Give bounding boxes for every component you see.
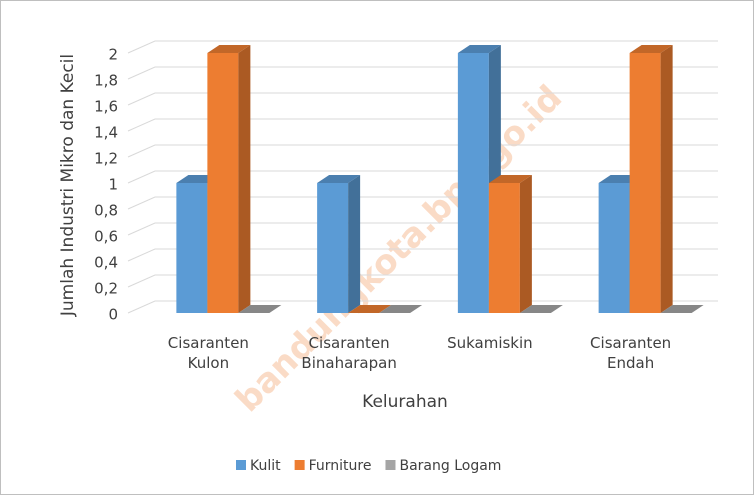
bar-top xyxy=(238,305,282,313)
bar-front xyxy=(629,53,661,313)
bar xyxy=(519,305,563,313)
bar-front xyxy=(207,53,239,313)
bar-top xyxy=(317,175,361,183)
grid-line xyxy=(127,118,718,132)
y-tick-label: 0,8 xyxy=(94,202,118,220)
y-tick-label: 0,4 xyxy=(94,254,118,272)
bar-top xyxy=(660,305,704,313)
x-tick-label: Cisaranten Binaharapan xyxy=(301,334,397,372)
bar-top xyxy=(629,45,673,53)
x-tick-label: Cisaranten Kulon xyxy=(167,334,249,372)
bar xyxy=(488,175,532,313)
bar xyxy=(379,305,423,313)
legend-label: Furniture xyxy=(309,458,372,474)
y-tick-label: 0,6 xyxy=(94,228,118,246)
y-tick-label: 1,4 xyxy=(94,124,118,142)
bar-top xyxy=(379,305,423,313)
y-tick-label: 1,2 xyxy=(94,150,118,168)
bar xyxy=(207,45,251,313)
legend-label: Barang Logam xyxy=(399,458,501,474)
y-tick-label: 2 xyxy=(108,46,118,64)
grid-line xyxy=(127,92,718,106)
grid-line xyxy=(127,66,718,80)
bar-front xyxy=(598,183,630,313)
y-tick-label: 1,6 xyxy=(94,98,118,116)
x-axis-title: Kelurahan xyxy=(362,392,448,412)
bar-top xyxy=(457,45,501,53)
bar-top xyxy=(519,305,563,313)
legend-swatch xyxy=(294,460,305,470)
bar-top xyxy=(488,175,532,183)
y-tick-label: 1,8 xyxy=(94,72,118,90)
y-axis-title: Jumlah Industri Mikro dan Kecil xyxy=(58,54,78,317)
bar-top xyxy=(207,45,251,53)
bar xyxy=(629,45,673,313)
bar-side xyxy=(660,45,673,313)
y-tick-label: 0 xyxy=(108,306,118,324)
legend-swatch xyxy=(385,460,396,470)
bar-side xyxy=(348,175,361,313)
bar-front xyxy=(317,183,349,313)
y-tick-label: 1 xyxy=(108,176,118,194)
legend-label: Kulit xyxy=(250,458,281,474)
grid-line xyxy=(127,40,718,54)
y-tick-label: 0,2 xyxy=(94,280,118,298)
bar-front xyxy=(457,53,489,313)
grid-line xyxy=(127,144,718,158)
bar xyxy=(238,305,282,313)
bar xyxy=(317,175,361,313)
bar-side xyxy=(519,175,532,313)
bar-side xyxy=(238,45,251,313)
bar-top xyxy=(348,305,392,313)
grid-line xyxy=(127,170,718,184)
x-tick-label: Cisaranten Endah xyxy=(590,334,672,372)
bar-front xyxy=(176,183,208,313)
bar-front xyxy=(488,183,520,313)
legend-swatch xyxy=(236,460,246,470)
bar xyxy=(348,305,392,313)
bar xyxy=(660,305,704,313)
x-tick-label: Sukamiskin xyxy=(447,334,533,352)
